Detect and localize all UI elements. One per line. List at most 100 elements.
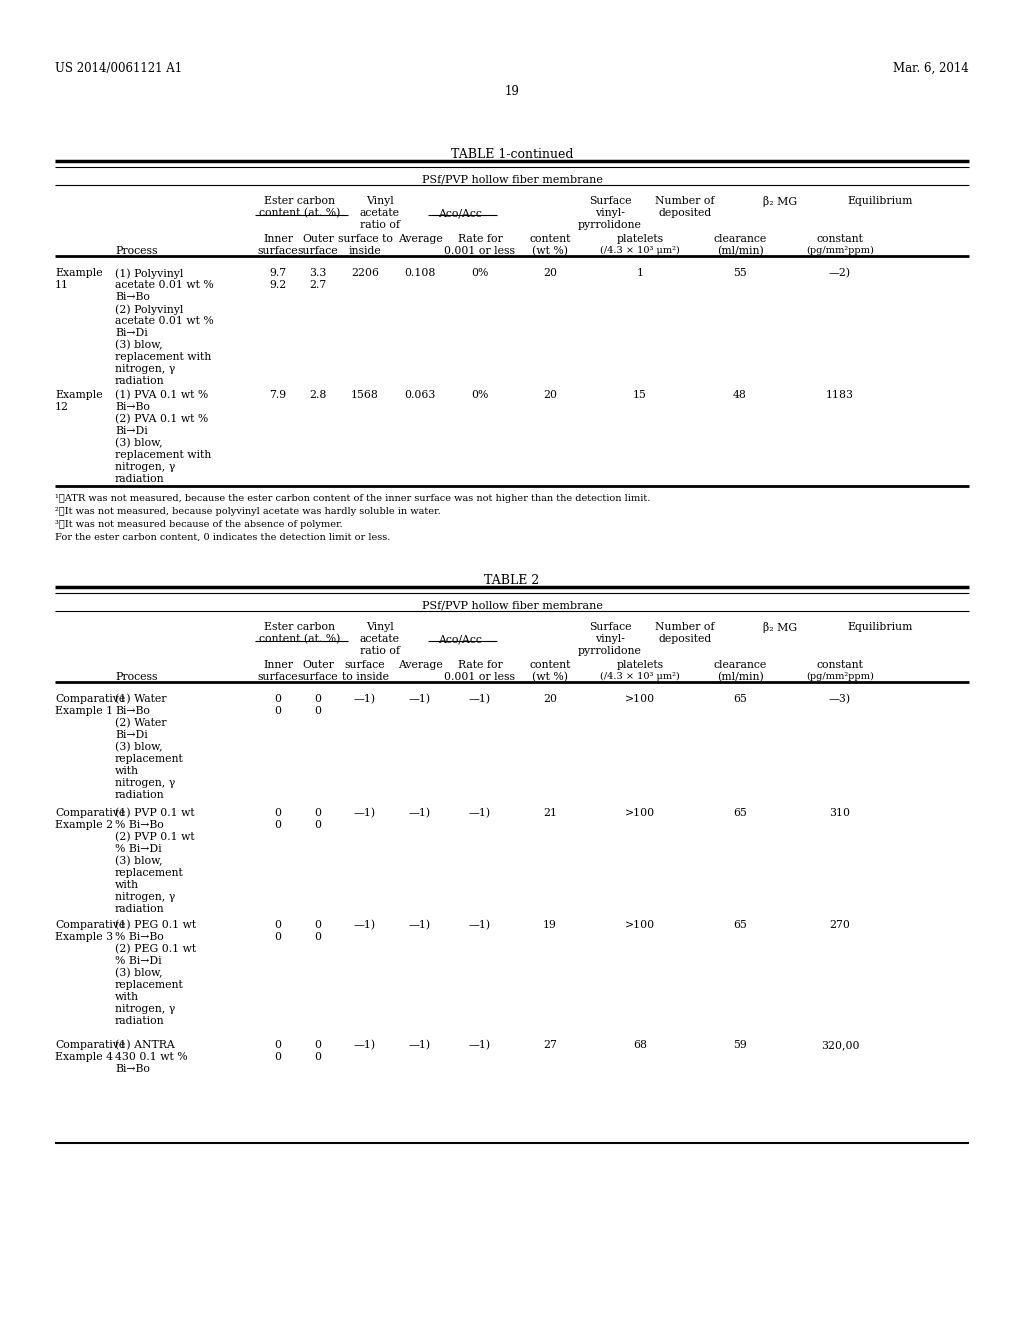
Text: 0%: 0% bbox=[471, 389, 488, 400]
Text: —1): —1) bbox=[409, 920, 431, 931]
Text: surface to: surface to bbox=[338, 234, 392, 244]
Text: 2.7: 2.7 bbox=[309, 280, 327, 290]
Text: replacement with: replacement with bbox=[115, 352, 211, 362]
Text: Average: Average bbox=[397, 660, 442, 671]
Text: Bi→Di: Bi→Di bbox=[115, 426, 147, 436]
Text: nitrogen, γ: nitrogen, γ bbox=[115, 462, 175, 473]
Text: —1): —1) bbox=[354, 808, 376, 818]
Text: Outer: Outer bbox=[302, 234, 334, 244]
Text: replacement: replacement bbox=[115, 979, 183, 990]
Text: ratio of: ratio of bbox=[360, 220, 400, 230]
Text: 0%: 0% bbox=[471, 268, 488, 279]
Text: Inner: Inner bbox=[263, 660, 293, 671]
Text: 0: 0 bbox=[314, 920, 322, 931]
Text: 3.3: 3.3 bbox=[309, 268, 327, 279]
Text: Bi→Bo: Bi→Bo bbox=[115, 1064, 150, 1074]
Text: (pg/mm²ppm): (pg/mm²ppm) bbox=[806, 672, 873, 681]
Text: Equilibrium: Equilibrium bbox=[847, 622, 912, 632]
Text: acetate: acetate bbox=[360, 634, 400, 644]
Text: Process: Process bbox=[115, 672, 158, 682]
Text: 55: 55 bbox=[733, 268, 746, 279]
Text: (2) Polyvinyl: (2) Polyvinyl bbox=[115, 304, 183, 314]
Text: 15: 15 bbox=[633, 389, 647, 400]
Text: 0: 0 bbox=[314, 694, 322, 704]
Text: 310: 310 bbox=[829, 808, 851, 818]
Text: with: with bbox=[115, 993, 139, 1002]
Text: >100: >100 bbox=[625, 920, 655, 931]
Text: Example: Example bbox=[55, 268, 102, 279]
Text: clearance: clearance bbox=[714, 234, 767, 244]
Text: 270: 270 bbox=[829, 920, 851, 931]
Text: nitrogen, γ: nitrogen, γ bbox=[115, 1005, 175, 1014]
Text: surface: surface bbox=[258, 246, 298, 256]
Text: 0: 0 bbox=[314, 1052, 322, 1063]
Text: (2) PVA 0.1 wt %: (2) PVA 0.1 wt % bbox=[115, 414, 208, 424]
Text: (/4.3 × 10³ μm²): (/4.3 × 10³ μm²) bbox=[600, 672, 680, 681]
Text: —1): —1) bbox=[409, 694, 431, 705]
Text: (1) ANTRA: (1) ANTRA bbox=[115, 1040, 175, 1051]
Text: inside: inside bbox=[348, 246, 381, 256]
Text: 59: 59 bbox=[733, 1040, 746, 1049]
Text: 65: 65 bbox=[733, 808, 746, 818]
Text: (3) blow,: (3) blow, bbox=[115, 855, 163, 866]
Text: US 2014/0061121 A1: US 2014/0061121 A1 bbox=[55, 62, 182, 75]
Text: 19: 19 bbox=[505, 84, 519, 98]
Text: (2) Water: (2) Water bbox=[115, 718, 167, 729]
Text: (1) PEG 0.1 wt: (1) PEG 0.1 wt bbox=[115, 920, 197, 931]
Text: Bi→Di: Bi→Di bbox=[115, 327, 147, 338]
Text: 21: 21 bbox=[543, 808, 557, 818]
Text: 0: 0 bbox=[274, 920, 282, 931]
Text: with: with bbox=[115, 880, 139, 890]
Text: content: content bbox=[529, 660, 570, 671]
Text: surface: surface bbox=[298, 246, 338, 256]
Text: (wt %): (wt %) bbox=[532, 246, 568, 256]
Text: (ml/min): (ml/min) bbox=[717, 246, 763, 256]
Text: >100: >100 bbox=[625, 808, 655, 818]
Text: Comparative: Comparative bbox=[55, 1040, 125, 1049]
Text: ratio of: ratio of bbox=[360, 645, 400, 656]
Text: 11: 11 bbox=[55, 280, 69, 290]
Text: (ml/min): (ml/min) bbox=[717, 672, 763, 682]
Text: surface: surface bbox=[258, 672, 298, 682]
Text: content (at. %): content (at. %) bbox=[259, 209, 341, 218]
Text: (1) PVA 0.1 wt %: (1) PVA 0.1 wt % bbox=[115, 389, 208, 400]
Text: 0: 0 bbox=[314, 706, 322, 715]
Text: Ester carbon: Ester carbon bbox=[264, 622, 336, 632]
Text: 0.001 or less: 0.001 or less bbox=[444, 246, 515, 256]
Text: 0: 0 bbox=[274, 808, 282, 818]
Text: 0.108: 0.108 bbox=[404, 268, 435, 279]
Text: 2206: 2206 bbox=[351, 268, 379, 279]
Text: acetate: acetate bbox=[360, 209, 400, 218]
Text: Process: Process bbox=[115, 246, 158, 256]
Text: ¹⧸ATR was not measured, because the ester carbon content of the inner surface wa: ¹⧸ATR was not measured, because the este… bbox=[55, 494, 650, 503]
Text: —1): —1) bbox=[409, 808, 431, 818]
Text: —2): —2) bbox=[829, 268, 851, 279]
Text: platelets: platelets bbox=[616, 234, 664, 244]
Text: 9.2: 9.2 bbox=[269, 280, 287, 290]
Text: Example 1: Example 1 bbox=[55, 706, 113, 715]
Text: Example 2: Example 2 bbox=[55, 820, 113, 830]
Text: replacement: replacement bbox=[115, 869, 183, 878]
Text: with: with bbox=[115, 766, 139, 776]
Text: platelets: platelets bbox=[616, 660, 664, 671]
Text: (2) PEG 0.1 wt: (2) PEG 0.1 wt bbox=[115, 944, 197, 954]
Text: Aco/Acc: Aco/Acc bbox=[438, 634, 482, 644]
Text: 0: 0 bbox=[314, 1040, 322, 1049]
Text: pyrrolidone: pyrrolidone bbox=[579, 645, 642, 656]
Text: Vinyl: Vinyl bbox=[367, 195, 394, 206]
Text: to inside: to inside bbox=[341, 672, 388, 682]
Text: % Bi→Bo: % Bi→Bo bbox=[115, 932, 164, 942]
Text: Vinyl: Vinyl bbox=[367, 622, 394, 632]
Text: (1) PVP 0.1 wt: (1) PVP 0.1 wt bbox=[115, 808, 195, 818]
Text: (3) blow,: (3) blow, bbox=[115, 341, 163, 350]
Text: 1183: 1183 bbox=[826, 389, 854, 400]
Text: Bi→Di: Bi→Di bbox=[115, 730, 147, 741]
Text: Bi→Bo: Bi→Bo bbox=[115, 292, 150, 302]
Text: Inner: Inner bbox=[263, 234, 293, 244]
Text: 0: 0 bbox=[274, 706, 282, 715]
Text: Comparative: Comparative bbox=[55, 694, 125, 704]
Text: 19: 19 bbox=[543, 920, 557, 931]
Text: 9.7: 9.7 bbox=[269, 268, 287, 279]
Text: (3) blow,: (3) blow, bbox=[115, 438, 163, 449]
Text: % Bi→Di: % Bi→Di bbox=[115, 956, 162, 966]
